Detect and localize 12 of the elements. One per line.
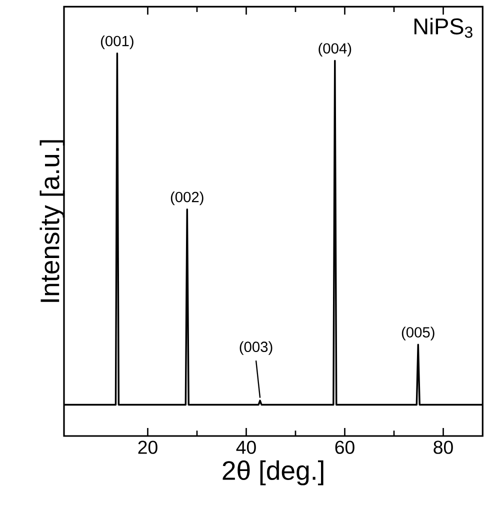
x-tick-label: 40 bbox=[236, 440, 256, 454]
x-tick-label: 20 bbox=[138, 440, 158, 454]
x-tick-label: 60 bbox=[335, 440, 354, 454]
annotation: (001) bbox=[100, 35, 134, 50]
text: NiPS$_{3}$ bbox=[414, 18, 472, 38]
annotation: (005) bbox=[402, 326, 434, 340]
x-axis-title: 2θ [deg.] bbox=[222, 460, 324, 486]
y-axis-title: Intensity [a.u.] bbox=[40, 140, 65, 302]
annotation: (004) bbox=[318, 42, 352, 56]
annotation: (003) bbox=[240, 341, 272, 355]
x-tick-label: 80 bbox=[434, 440, 453, 454]
annotation: (002) bbox=[170, 191, 204, 206]
